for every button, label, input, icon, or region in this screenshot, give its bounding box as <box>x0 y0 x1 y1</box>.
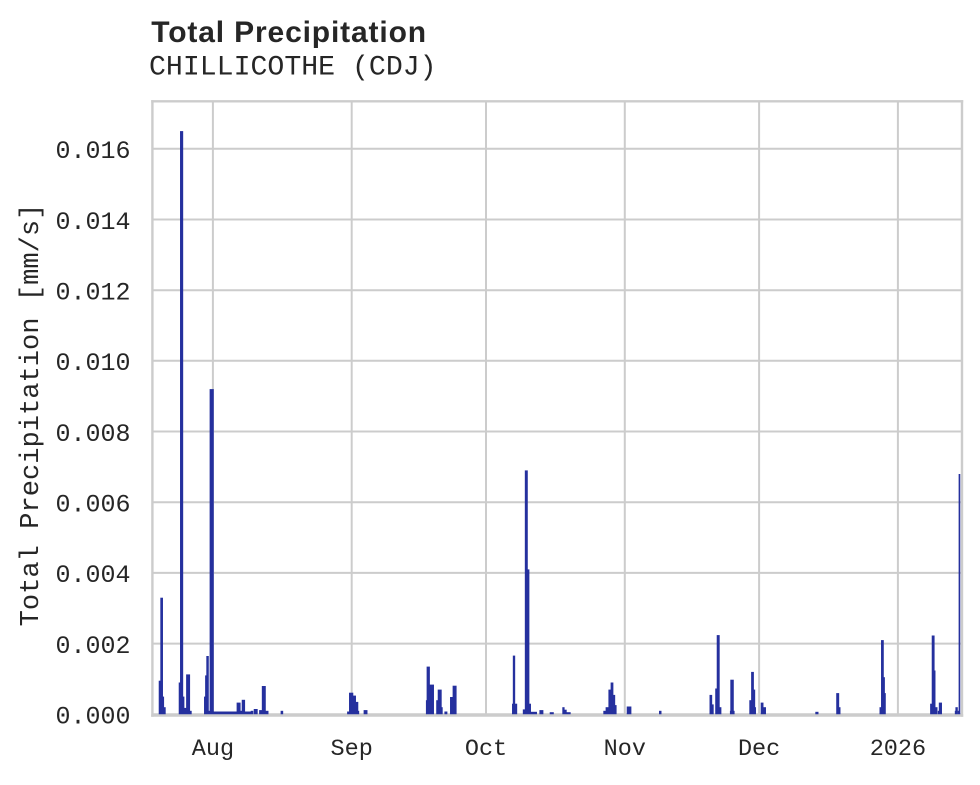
svg-text:0.000: 0.000 <box>55 703 130 732</box>
svg-text:0.012: 0.012 <box>55 279 130 308</box>
svg-text:0.014: 0.014 <box>55 208 130 237</box>
svg-text:Nov: Nov <box>604 736 646 763</box>
svg-text:0.004: 0.004 <box>55 561 130 590</box>
svg-text:Total Precipitation [mm/s]: Total Precipitation [mm/s] <box>16 204 47 627</box>
svg-text:0.016: 0.016 <box>55 137 130 166</box>
svg-text:Sep: Sep <box>331 736 373 763</box>
svg-text:0.008: 0.008 <box>55 420 130 449</box>
svg-text:Oct: Oct <box>465 736 507 763</box>
svg-text:0.002: 0.002 <box>55 632 130 661</box>
svg-text:0.006: 0.006 <box>55 491 130 520</box>
svg-text:2026: 2026 <box>870 736 926 763</box>
svg-text:Dec: Dec <box>738 736 780 763</box>
svg-text:CHILLICOTHE (CDJ): CHILLICOTHE (CDJ) <box>149 52 437 83</box>
svg-text:Total Precipitation: Total Precipitation <box>151 16 427 49</box>
svg-text:Aug: Aug <box>192 736 234 763</box>
svg-text:0.010: 0.010 <box>55 349 130 378</box>
